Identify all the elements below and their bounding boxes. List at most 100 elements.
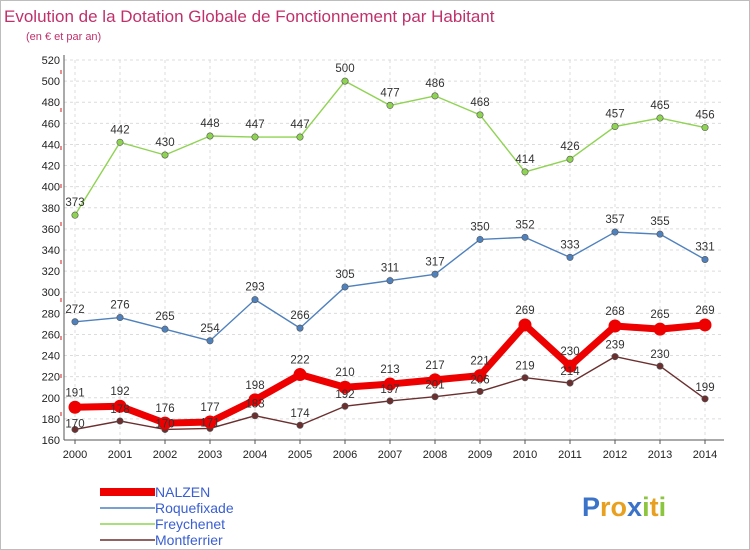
data-label: 254 xyxy=(200,323,220,335)
data-label: 447 xyxy=(245,119,264,131)
point-montferrier xyxy=(341,402,349,410)
point-nalzen xyxy=(248,393,262,407)
x-tick-label: 2000 xyxy=(63,449,87,461)
point-freychenet xyxy=(71,211,79,219)
data-label: 268 xyxy=(605,306,624,318)
point-montferrier xyxy=(251,412,259,420)
data-label: 177 xyxy=(200,402,219,414)
data-label: 350 xyxy=(470,221,489,233)
x-tick-label: 2005 xyxy=(288,449,312,461)
point-roquefixade xyxy=(296,324,304,332)
x-tick-label: 2014 xyxy=(693,449,717,461)
x-tick-label: 2008 xyxy=(423,449,447,461)
point-freychenet xyxy=(116,138,124,146)
chart-subtitle: (en € et par an) xyxy=(26,31,101,43)
data-label: 276 xyxy=(110,300,129,312)
y-tick-label: 380 xyxy=(42,203,60,215)
x-tick-label: 2007 xyxy=(378,449,402,461)
point-nalzen xyxy=(293,368,307,382)
y-tick-label: 280 xyxy=(42,308,60,320)
point-roquefixade xyxy=(656,230,664,238)
data-label: 414 xyxy=(515,154,535,166)
legend-label-montferrier: Montferrier xyxy=(155,532,223,548)
data-label: 333 xyxy=(560,239,579,251)
data-label: 217 xyxy=(425,360,444,372)
y-tick-label: 520 xyxy=(42,55,60,67)
data-label: 465 xyxy=(650,100,669,112)
logo-letter: o xyxy=(611,492,628,522)
y-tick-label: 320 xyxy=(42,266,60,278)
data-label: 331 xyxy=(695,242,714,254)
data-label: 442 xyxy=(110,124,129,136)
point-roquefixade xyxy=(431,270,439,278)
proxiti-logo-text: Proxiti xyxy=(582,492,666,522)
logo-letter: i xyxy=(642,492,650,522)
y-tick-label: 480 xyxy=(42,97,60,109)
point-freychenet xyxy=(206,132,214,140)
point-nalzen xyxy=(518,318,532,332)
point-nalzen xyxy=(113,399,127,413)
x-tick-label: 2009 xyxy=(468,449,492,461)
legend-label-nalzen: NALZEN xyxy=(155,484,210,500)
point-roquefixade xyxy=(161,325,169,333)
point-roquefixade xyxy=(521,233,529,241)
data-label: 213 xyxy=(380,364,399,376)
y-tick-label: 440 xyxy=(42,139,60,151)
point-freychenet xyxy=(611,123,619,131)
data-label: 178 xyxy=(110,404,129,416)
y-tick-label: 240 xyxy=(42,351,60,363)
point-freychenet xyxy=(701,124,709,132)
point-montferrier xyxy=(386,397,394,405)
y-tick-label: 360 xyxy=(42,224,60,236)
point-freychenet xyxy=(431,92,439,100)
data-label: 468 xyxy=(470,97,489,109)
data-label: 176 xyxy=(155,403,174,415)
data-label: 230 xyxy=(560,346,579,358)
y-tick-label: 420 xyxy=(42,161,60,173)
data-label: 272 xyxy=(65,304,84,316)
point-nalzen xyxy=(203,415,217,429)
point-freychenet xyxy=(296,133,304,141)
x-tick-label: 2010 xyxy=(513,449,537,461)
data-label: 192 xyxy=(335,389,354,401)
data-label: 230 xyxy=(650,349,669,361)
data-label: 210 xyxy=(335,367,354,379)
data-label: 457 xyxy=(605,109,624,121)
point-roquefixade xyxy=(611,228,619,236)
axes: 160 180 200 220 240 260 280 300 320 340 360 380 400 4… xyxy=(42,55,724,461)
data-labels: 191 192 176 177 198 222 210 213 217 221 269 230 268 2… xyxy=(65,63,714,430)
data-label: 486 xyxy=(425,78,444,90)
point-montferrier xyxy=(296,421,304,429)
point-roquefixade xyxy=(116,314,124,322)
point-montferrier xyxy=(116,417,124,425)
point-montferrier xyxy=(611,353,619,361)
point-nalzen xyxy=(338,380,352,394)
series xyxy=(68,77,712,433)
point-montferrier xyxy=(656,362,664,370)
chart-title: Evolution de la Dotation Globale de Fonc… xyxy=(4,7,495,26)
data-label: 265 xyxy=(650,309,669,321)
point-nalzen xyxy=(383,377,397,391)
point-freychenet xyxy=(341,77,349,85)
data-label: 198 xyxy=(245,380,264,392)
point-montferrier xyxy=(71,425,79,433)
data-label: 183 xyxy=(245,399,264,411)
point-nalzen xyxy=(653,322,667,336)
point-roquefixade xyxy=(341,283,349,291)
data-label: 191 xyxy=(65,387,84,399)
data-label: 447 xyxy=(290,119,309,131)
data-label: 500 xyxy=(335,63,354,75)
proxiti-logo: Proxiti xyxy=(582,492,666,522)
data-label: 477 xyxy=(380,87,399,99)
data-label: 219 xyxy=(515,361,534,373)
point-roquefixade xyxy=(71,318,79,326)
data-label: 305 xyxy=(335,269,354,281)
data-label: 317 xyxy=(425,256,444,268)
point-nalzen xyxy=(563,359,577,373)
point-roquefixade xyxy=(566,253,574,261)
data-label: 201 xyxy=(425,380,444,392)
data-label: 239 xyxy=(605,340,624,352)
x-tick-label: 2003 xyxy=(198,449,222,461)
